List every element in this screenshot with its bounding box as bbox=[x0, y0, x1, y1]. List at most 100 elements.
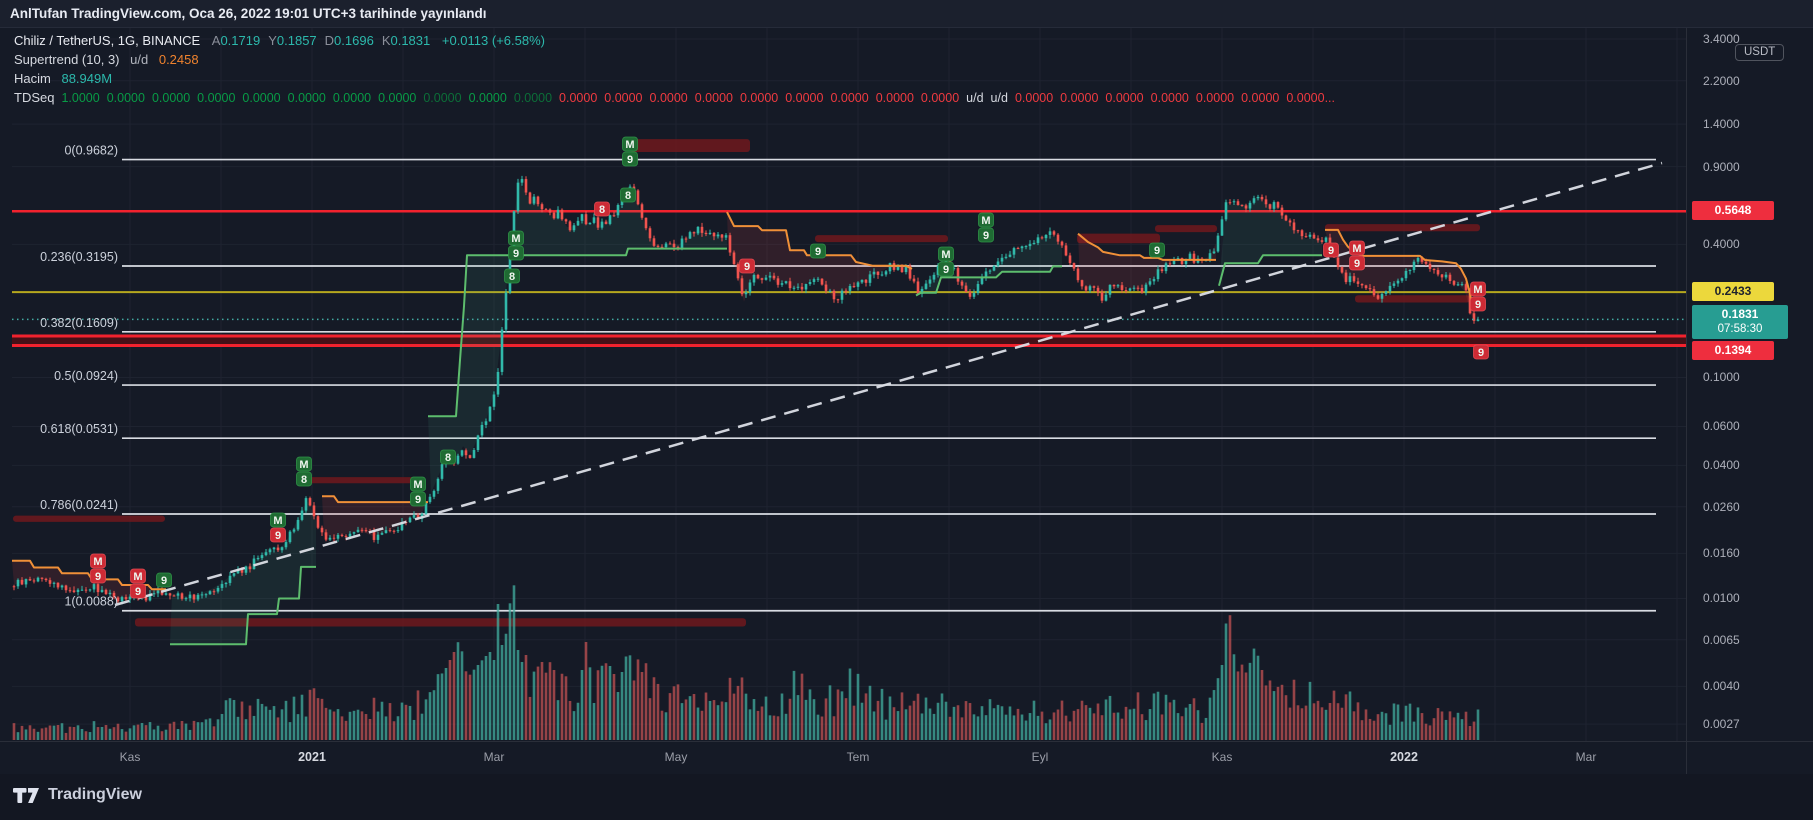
volume-bar bbox=[528, 696, 532, 740]
candle-body bbox=[956, 268, 960, 282]
volume-bar bbox=[476, 665, 480, 740]
candle-body bbox=[1008, 254, 1012, 257]
candle-body bbox=[204, 594, 208, 596]
time-axis[interactable]: Kas 2021 Mar May Tem Eyl Kas 2022 Mar bbox=[0, 741, 1813, 775]
candle-body bbox=[388, 530, 392, 532]
candle-body bbox=[424, 502, 428, 514]
candle-body bbox=[1408, 270, 1412, 272]
price-axis[interactable]: USDT 3.4000 2.2000 1.4000 0.9000 0.4000 0.100… bbox=[1686, 28, 1813, 741]
volume-bar bbox=[364, 714, 368, 740]
candle-body bbox=[332, 537, 336, 539]
td-marker-badge bbox=[739, 258, 755, 274]
red-zone-fill bbox=[12, 336, 1686, 346]
volume-bar bbox=[120, 729, 124, 740]
volume-bar bbox=[116, 723, 120, 740]
volume-bar bbox=[1076, 709, 1080, 740]
candle-body bbox=[440, 464, 444, 479]
resistance-band bbox=[1355, 295, 1470, 303]
volume-bar bbox=[248, 705, 252, 740]
candle-body bbox=[692, 232, 696, 234]
candle-body bbox=[792, 287, 796, 289]
td-marker-badge bbox=[622, 136, 638, 152]
candle-body bbox=[1308, 234, 1312, 237]
volume-bar bbox=[948, 716, 952, 740]
footer-strip: TradingView bbox=[0, 774, 1813, 820]
volume-bar bbox=[936, 702, 940, 740]
volume-bar bbox=[1160, 714, 1164, 740]
candle-body bbox=[516, 182, 520, 212]
td-marker-badge bbox=[508, 245, 524, 261]
volume-bar bbox=[1344, 694, 1348, 740]
candle-body bbox=[208, 591, 212, 595]
volume-bar bbox=[844, 698, 848, 740]
candle-body bbox=[188, 594, 192, 599]
volume-bar bbox=[752, 699, 756, 740]
volume-bar bbox=[136, 724, 140, 740]
tradingview-logo[interactable]: TradingView bbox=[13, 786, 142, 804]
td-marker-badge bbox=[1349, 255, 1365, 271]
volume-bar bbox=[60, 723, 64, 740]
volume-bar bbox=[1140, 714, 1144, 740]
ohlc-key: Y bbox=[268, 33, 277, 48]
supertrend-legend-row[interactable]: Supertrend (10, 3) u/d 0.2458 bbox=[14, 52, 199, 67]
volume-bar bbox=[72, 727, 76, 740]
candle-body bbox=[172, 595, 176, 597]
volume-bar bbox=[680, 703, 684, 740]
candle-body bbox=[308, 498, 312, 506]
candle-body bbox=[592, 217, 596, 223]
volume-bar bbox=[1256, 655, 1260, 740]
volume-bar bbox=[1068, 721, 1072, 740]
candle-body bbox=[212, 591, 216, 593]
candle-body bbox=[1300, 230, 1304, 237]
volume-legend-row[interactable]: Hacim 88.949M bbox=[14, 71, 112, 86]
symbol-legend-row[interactable]: Chiliz / TetherUS, 1G, BINANCE A0.1719 Y0… bbox=[14, 33, 545, 48]
volume-bar bbox=[128, 728, 132, 740]
candle-body bbox=[984, 271, 988, 277]
volume-bar bbox=[144, 725, 148, 740]
candle-body bbox=[340, 534, 344, 536]
currency-toggle-button[interactable]: USDT bbox=[1735, 44, 1785, 61]
current-price-badge: 0.1831 07:58:30 bbox=[1692, 305, 1788, 340]
volume-bar bbox=[1060, 700, 1064, 740]
candle-body bbox=[152, 593, 156, 595]
td-marker-text: 9 bbox=[513, 248, 519, 260]
volume-bar bbox=[12, 723, 16, 740]
volume-bar bbox=[1448, 711, 1452, 740]
candle-body bbox=[828, 290, 832, 292]
tdseq-value: 0.0000 bbox=[1105, 91, 1144, 105]
candle-body bbox=[492, 394, 496, 407]
volume-bar bbox=[968, 703, 972, 740]
td-marker-badge bbox=[1470, 296, 1486, 312]
volume-bar bbox=[240, 701, 244, 740]
volume-bar bbox=[1428, 725, 1432, 740]
candle-body bbox=[836, 299, 840, 301]
candle-body bbox=[76, 589, 80, 593]
volume-bar bbox=[1120, 718, 1124, 740]
volume-bar bbox=[516, 650, 520, 740]
candle-body bbox=[912, 278, 916, 282]
volume-bar bbox=[356, 709, 360, 740]
volume-bar bbox=[1108, 695, 1112, 740]
tdseq-legend-row[interactable]: TDSeq 1.0000 0.0000 0.0000 0.0000 0.0000 0.000… bbox=[14, 90, 1693, 105]
candle-body bbox=[1108, 284, 1112, 295]
volume-bar bbox=[1184, 707, 1188, 740]
td-marker-text: 9 bbox=[1478, 347, 1484, 359]
candle-body bbox=[1432, 268, 1436, 271]
candle-body bbox=[1460, 284, 1464, 286]
candle-body bbox=[1220, 219, 1224, 236]
candle-body bbox=[1416, 257, 1420, 262]
candle-body bbox=[544, 209, 548, 211]
trendline-dashed[interactable] bbox=[114, 161, 1663, 607]
candle-body bbox=[1100, 292, 1104, 301]
volume-bar bbox=[1124, 706, 1128, 740]
candles-layer bbox=[12, 175, 1480, 605]
volume-bar bbox=[368, 718, 372, 740]
tdseq-value: 0.0000 bbox=[559, 91, 598, 105]
time-label: Eyl bbox=[1031, 750, 1049, 764]
candle-body bbox=[1180, 258, 1184, 265]
volume-bar bbox=[1168, 702, 1172, 740]
candle-body bbox=[416, 515, 420, 519]
volume-bar bbox=[572, 711, 576, 740]
candle-body bbox=[264, 552, 268, 556]
